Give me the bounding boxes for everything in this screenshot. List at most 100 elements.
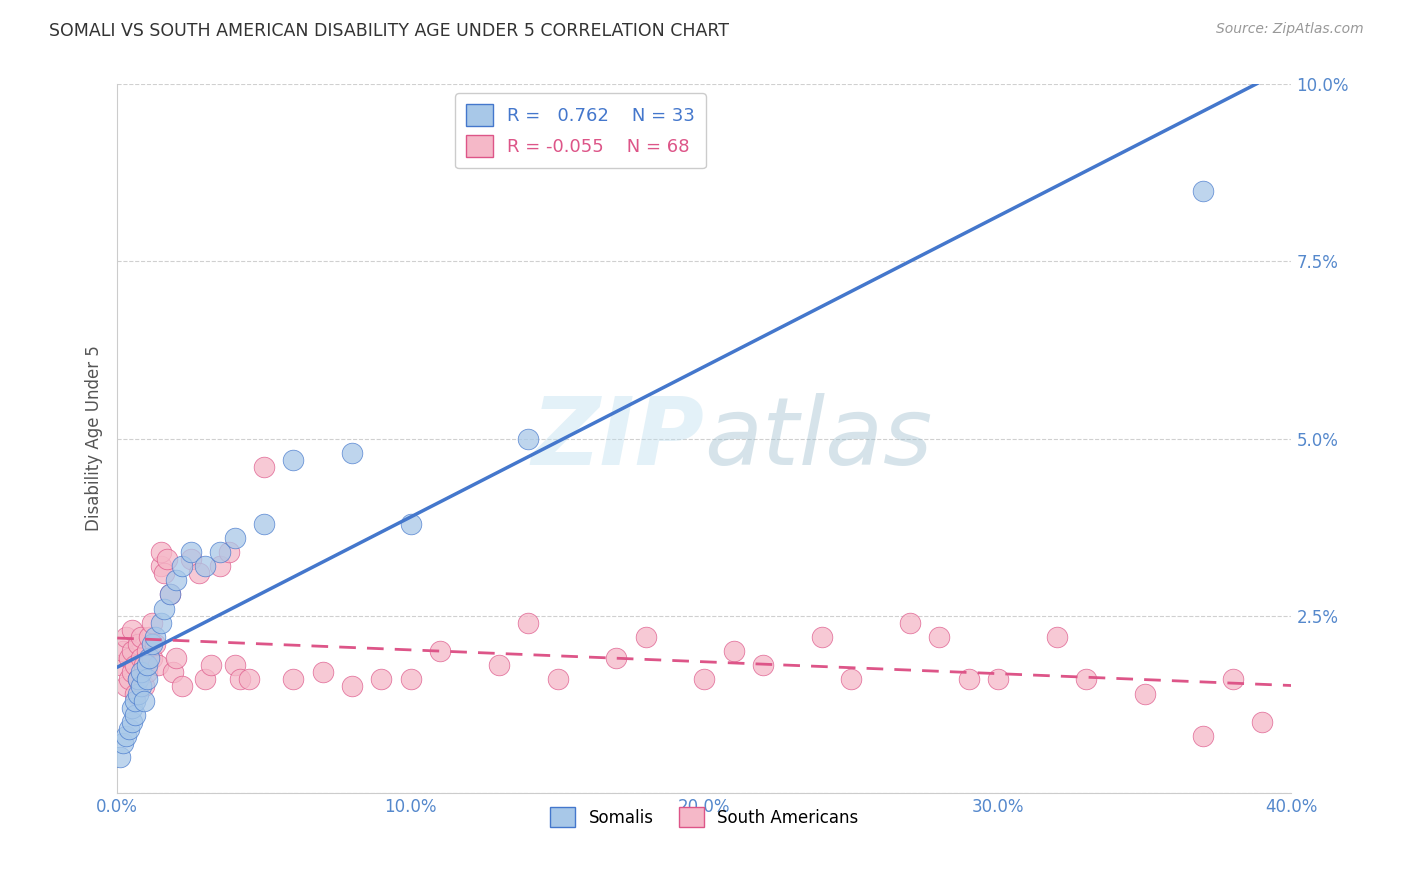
Point [162,665,184,680]
Point [127,686,149,700]
Point [283,673,305,687]
Point [605,651,627,665]
Point [127,673,149,687]
Point [118,651,141,665]
Point [121,700,143,714]
Point [165,573,187,587]
Point [957,673,980,687]
Point [118,722,141,736]
Point [634,630,657,644]
Point [224,531,246,545]
Point [1222,673,1244,687]
Point [153,566,176,580]
Point [810,630,832,644]
Point [135,658,157,673]
Point [752,658,775,673]
Point [150,545,173,559]
Point [129,665,152,680]
Point [124,658,146,673]
Point [115,680,138,694]
Point [194,673,217,687]
Point [429,644,451,658]
Point [547,673,569,687]
Point [108,750,131,764]
Point [129,680,152,694]
Y-axis label: Disability Age Under 5: Disability Age Under 5 [86,345,103,532]
Point [112,736,135,750]
Point [138,630,160,644]
Point [148,658,170,673]
Point [1074,673,1097,687]
Legend: Somalis, South Americans: Somalis, South Americans [544,800,865,834]
Point [208,559,231,574]
Point [200,658,222,673]
Point [170,559,193,574]
Point [517,432,540,446]
Point [224,658,246,673]
Point [283,452,305,467]
Point [693,673,716,687]
Point [135,665,157,680]
Point [159,587,181,601]
Point [135,673,157,687]
Point [132,658,155,673]
Point [108,658,131,673]
Point [143,630,166,644]
Point [127,673,149,687]
Point [1045,630,1067,644]
Point [723,644,745,658]
Point [208,545,231,559]
Point [150,559,173,574]
Point [229,673,252,687]
Point [121,623,143,637]
Point [141,651,163,665]
Point [121,665,143,680]
Point [121,644,143,658]
Point [156,552,179,566]
Point [898,615,921,630]
Point [340,446,363,460]
Point [124,707,146,722]
Point [141,615,163,630]
Point [135,644,157,658]
Point [1192,184,1215,198]
Point [143,637,166,651]
Point [180,545,202,559]
Point [253,516,276,531]
Point [370,673,392,687]
Point [129,651,152,665]
Point [399,673,422,687]
Text: Source: ZipAtlas.com: Source: ZipAtlas.com [1216,22,1364,37]
Point [127,637,149,651]
Point [488,658,510,673]
Point [312,665,335,680]
Point [170,680,193,694]
Point [1133,686,1156,700]
Point [129,630,152,644]
Point [839,673,862,687]
Point [124,693,146,707]
Point [928,630,950,644]
Point [987,673,1010,687]
Point [124,686,146,700]
Point [159,587,181,601]
Point [165,651,187,665]
Point [153,601,176,615]
Point [253,459,276,474]
Point [132,693,155,707]
Point [399,516,422,531]
Point [115,630,138,644]
Text: atlas: atlas [704,393,932,484]
Text: SOMALI VS SOUTH AMERICAN DISABILITY AGE UNDER 5 CORRELATION CHART: SOMALI VS SOUTH AMERICAN DISABILITY AGE … [49,22,730,40]
Point [141,637,163,651]
Point [188,566,211,580]
Point [1251,714,1274,729]
Point [138,651,160,665]
Point [180,552,202,566]
Point [150,615,173,630]
Point [132,680,155,694]
Point [115,729,138,743]
Point [218,545,240,559]
Point [517,615,540,630]
Point [194,559,217,574]
